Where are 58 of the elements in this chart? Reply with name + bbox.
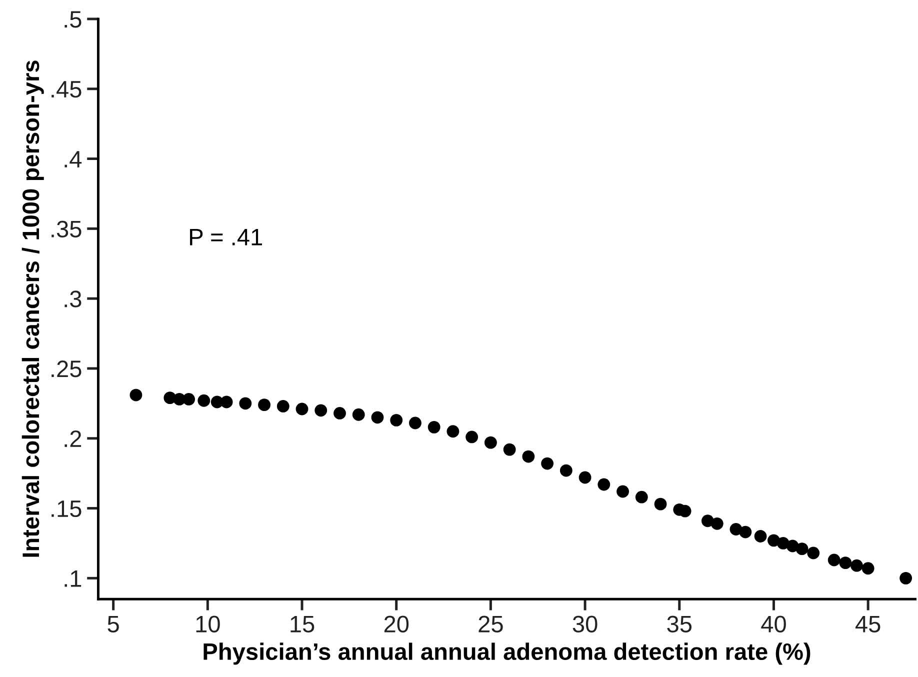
x-tick-label: 5 [108,616,119,632]
point [828,554,840,566]
x-tick-label: 25 [478,616,503,632]
point [409,416,422,430]
point [900,572,912,584]
annotation: P = .41 [190,228,262,246]
point [635,490,648,504]
point [239,397,252,410]
point [850,559,863,572]
point [739,526,752,538]
point [276,400,290,412]
point [598,478,610,491]
y-tick-label: .1 [64,570,82,587]
point [522,450,535,463]
point [503,443,516,456]
x-tick-label: 15 [290,616,314,632]
point [578,471,592,484]
point [796,542,808,556]
point [654,498,667,510]
point [862,562,874,575]
point [334,406,346,420]
y-tick-label: .15 [52,500,82,518]
point [560,464,572,477]
x-tick-label: 40 [761,616,786,632]
point [258,398,270,412]
y-tick-label: .4 [64,151,82,168]
point [220,396,233,408]
y-tick-label: .35 [52,220,82,238]
point [428,420,440,434]
point [130,388,142,402]
y-axis-title: Interval colorectal cancers / 1000 person-yrs [22,60,44,557]
point [314,404,328,417]
point [296,402,308,416]
point [616,485,629,498]
y-tick-label: .25 [52,360,82,378]
x-tick-label: 30 [572,616,598,632]
y-tick-label: .5 [64,11,82,28]
point [198,394,210,407]
point [352,408,365,421]
point [182,393,196,406]
point [371,411,384,424]
y-tick-label: .3 [64,290,82,308]
x-axis-title: Physician’s annual annual adenoma detection rate (%) [204,642,810,665]
x-tick-label: 10 [196,616,220,632]
point [484,436,497,449]
point [466,430,478,444]
point [541,457,554,470]
point [710,517,724,530]
x-tick-label: 20 [384,616,409,632]
point [807,546,820,560]
x-tick-label: 45 [855,616,880,632]
y-tick-label: .2 [64,430,82,447]
point [754,530,767,542]
y-tick-label: .45 [52,81,82,98]
point [446,425,460,438]
point [839,556,852,570]
x-tick-label: 35 [667,616,692,632]
point [390,414,403,426]
